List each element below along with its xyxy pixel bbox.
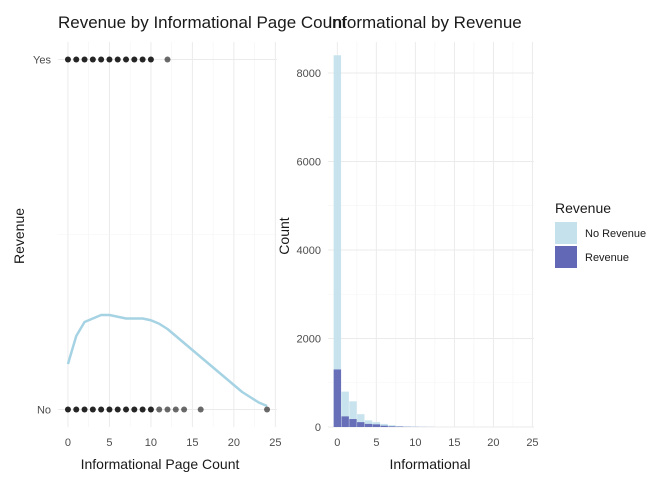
x-tick-label: 0 [65,437,71,449]
bar [403,426,412,427]
bar [349,419,357,427]
data-point [73,56,80,63]
bar [357,414,365,427]
x-tick-label: 10 [409,437,421,449]
data-point [164,56,171,63]
data-point [123,406,130,413]
right-grid [328,42,534,428]
data-point [114,56,121,63]
left-y-ticks: No Yes [33,55,51,417]
y-tick-label: No [37,405,51,417]
left-grid [58,42,277,427]
legend-swatch-no-revenue [555,222,577,244]
right-x-ticks: 0 5 10 15 20 25 [334,437,538,449]
data-point [89,56,96,63]
bar [388,426,396,427]
data-point [131,56,138,63]
data-point [164,406,171,413]
x-tick-label: 0 [334,437,340,449]
bar [364,423,373,427]
data-point [139,56,146,63]
data-point [106,56,113,63]
data-point [123,56,130,63]
y-tick-label: 2000 [297,333,321,345]
x-tick-label: 15 [448,437,460,449]
x-tick-label: 20 [228,437,240,449]
x-tick-label: 25 [526,437,538,449]
data-point [98,56,105,63]
x-tick-label: 5 [106,437,112,449]
bar [380,425,388,427]
legend-label-revenue: Revenue [585,252,629,264]
left-chart-title: Revenue by Informational Page Count [58,13,347,32]
data-point [81,56,88,63]
y-tick-label: 0 [315,422,321,434]
data-point [147,56,154,63]
left-x-axis-title: Informational Page Count [81,456,240,472]
bar [364,420,373,427]
data-point [89,406,96,413]
legend-title: Revenue [555,200,611,216]
left-x-ticks: 0 5 10 15 20 25 [65,437,282,449]
y-tick-label: 6000 [297,156,321,168]
data-point [73,406,80,413]
bar [388,425,396,427]
bar [349,401,357,427]
right-bars-layer [333,55,435,427]
right-y-axis-title: Count [276,217,292,254]
bar [380,423,388,427]
data-point [181,406,188,413]
data-point [147,406,154,413]
data-point [264,406,271,413]
data-point [98,406,105,413]
x-tick-label: 20 [487,437,499,449]
right-x-axis-title: Informational [390,456,471,472]
bar [333,55,342,427]
legend-label-no-revenue: No Revenue [585,228,646,240]
legend-swatch-revenue [555,246,577,268]
right-panel: Informational by Revenue 0 5 10 15 20 25 0 200… [276,13,539,472]
data-point [197,406,204,413]
data-point [156,406,163,413]
right-y-ticks: 0 2000 4000 6000 8000 [297,68,321,434]
y-tick-label: 4000 [297,245,321,257]
data-point [114,406,121,413]
legend: Revenue No Revenue Revenue [555,200,646,268]
bar [341,416,349,427]
left-panel: Revenue by Informational Page Count 0 5 10… [11,13,347,472]
data-point [106,406,113,413]
left-y-axis-title: Revenue [11,208,27,264]
data-point [172,406,179,413]
data-point [81,406,88,413]
left-points-layer [64,56,271,413]
bar [372,424,381,427]
left-smooth-curve-layer [66,313,268,408]
x-tick-label: 10 [145,437,157,449]
data-point [64,56,71,63]
right-chart-title: Informational by Revenue [328,13,522,32]
bar [333,369,342,427]
y-tick-label: 8000 [297,68,321,80]
y-tick-label: Yes [33,55,51,67]
data-point [139,406,146,413]
x-tick-label: 5 [373,437,379,449]
bar [341,391,349,427]
data-point [131,406,138,413]
x-tick-label: 25 [269,437,281,449]
bar [357,422,365,427]
smooth-curve [66,313,268,408]
x-tick-label: 15 [186,437,198,449]
data-point [64,406,71,413]
